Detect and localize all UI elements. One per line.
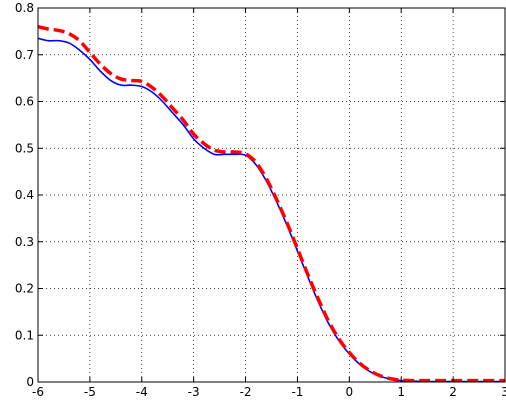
grid [38, 8, 505, 382]
x-tick-label: -2 [240, 385, 252, 399]
x-tick-label: 1 [397, 385, 405, 399]
x-tick-label: 0 [346, 385, 354, 399]
y-tick-label: 0.4 [15, 188, 34, 202]
x-tick-label: 2 [449, 385, 457, 399]
y-tick-label: 0.5 [15, 141, 34, 155]
x-tick-label: -6 [32, 385, 44, 399]
x-tick-label: -1 [291, 385, 303, 399]
y-tick-label: 0.3 [15, 235, 34, 249]
y-tick-label: 0.2 [15, 282, 34, 296]
x-axis-tick-labels: -6 -5 -4 -3 -2 -1 0 1 2 3 [32, 385, 506, 399]
y-tick-label: 0.6 [15, 95, 34, 109]
x-tick-label: 3 [501, 385, 506, 399]
y-tick-label: 0.7 [15, 48, 34, 62]
y-tick-label: 0.8 [15, 1, 34, 15]
x-tick-label: -4 [136, 385, 148, 399]
x-tick-label: -3 [188, 385, 200, 399]
y-axis-tick-labels: 0 0.1 0.2 0.3 0.4 0.5 0.6 0.7 0.8 [15, 1, 34, 389]
x-tick-label: -5 [84, 385, 96, 399]
axis-ticks [37, 7, 506, 383]
series-layer [37, 24, 505, 383]
y-tick-label: 0.1 [15, 328, 34, 342]
series-line-red-dashed [37, 24, 505, 383]
series-line-blue-solid [37, 37, 505, 383]
y-tick-label: 0 [26, 375, 34, 389]
